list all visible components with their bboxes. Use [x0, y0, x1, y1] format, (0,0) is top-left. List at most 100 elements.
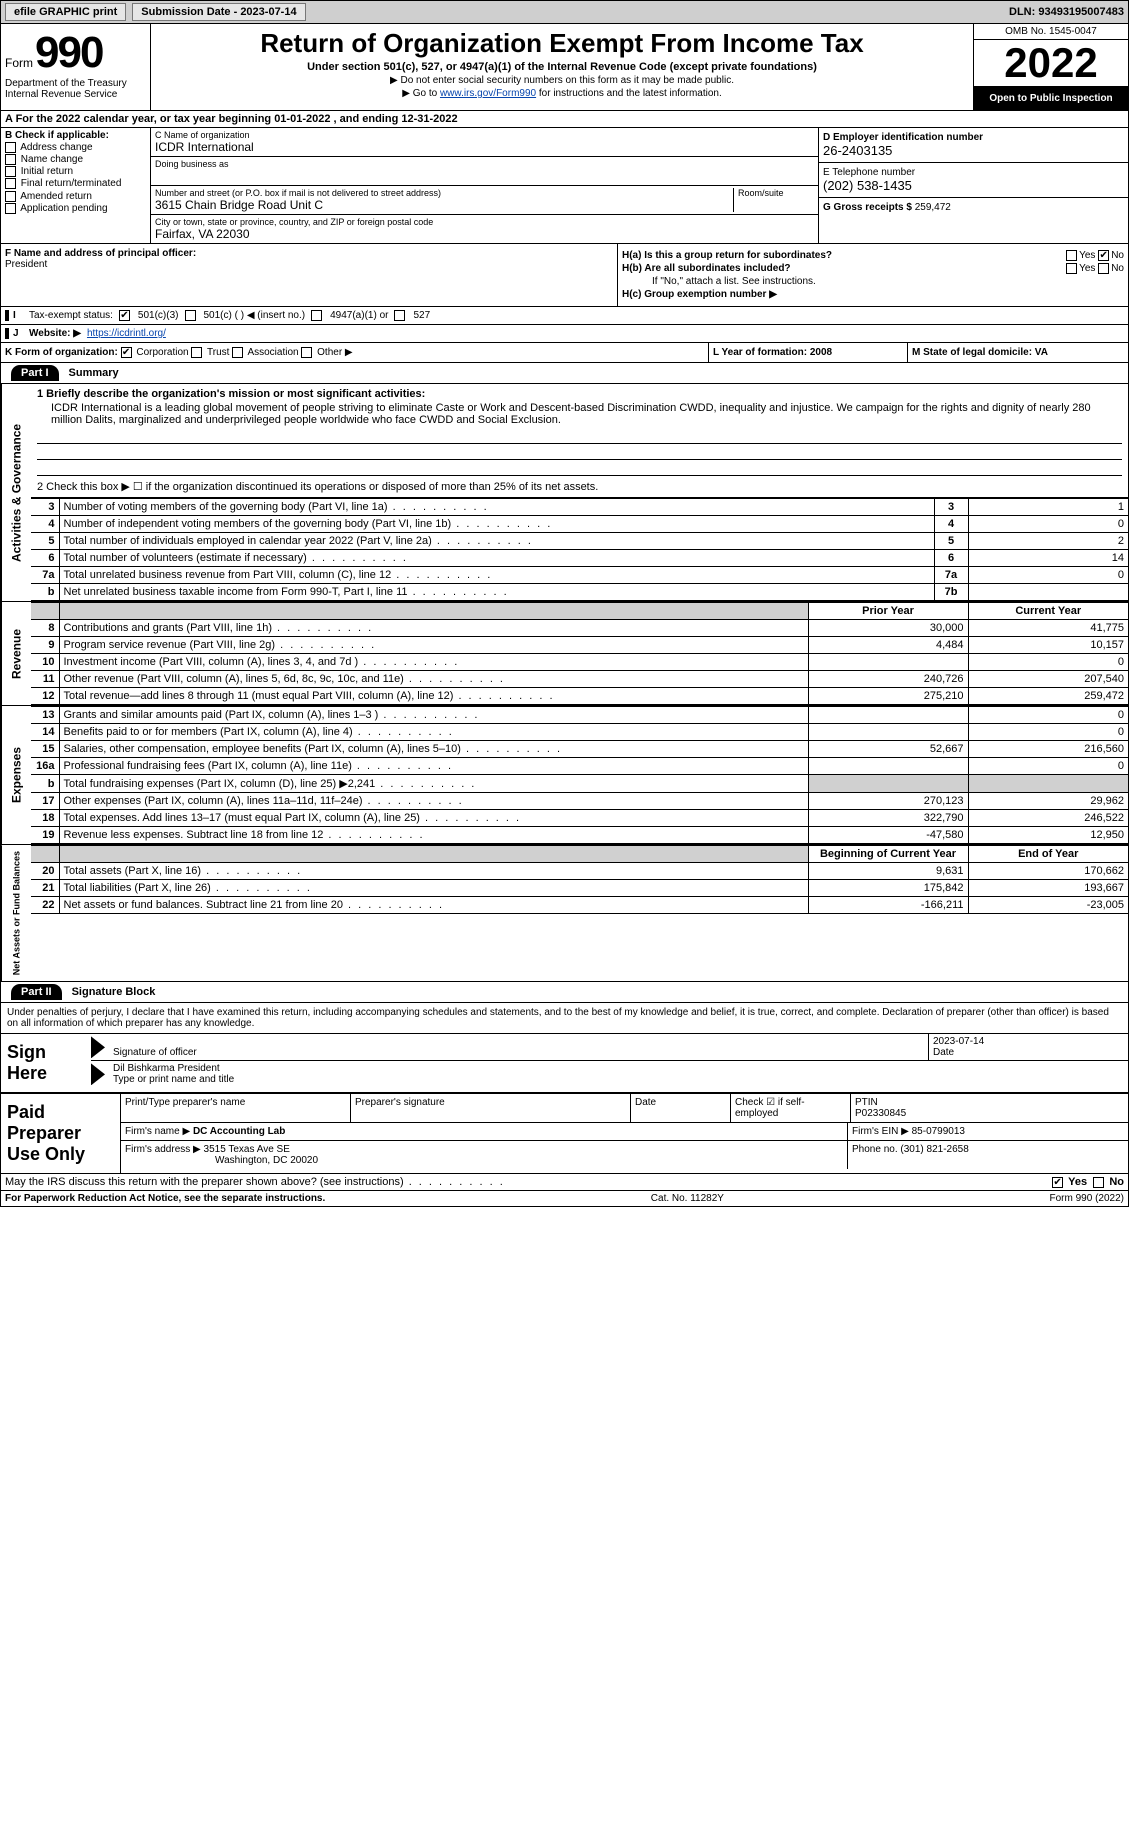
part-1-badge: Part I — [11, 365, 59, 381]
row-k-l-m: K Form of organization: Corporation Trus… — [1, 343, 1128, 363]
row-j-website: J Website: ▶ https://icdrintl.org/ — [1, 325, 1128, 343]
officer-name-label: Type or print name and title — [113, 1074, 1124, 1085]
expenses-section: Expenses 13Grants and similar amounts pa… — [1, 706, 1128, 845]
h1a-no[interactable] — [1098, 250, 1109, 261]
section-c: C Name of organization ICDR Internationa… — [151, 128, 818, 243]
e-label: E Telephone number — [823, 167, 915, 178]
room-label: Room/suite — [738, 188, 814, 198]
row-a-tax-year: A For the 2022 calendar year, or tax yea… — [1, 111, 1128, 128]
form-word: Form — [5, 56, 33, 70]
vlabel-revenue: Revenue — [1, 602, 31, 705]
section-d-g: D Employer identification number 26-2403… — [818, 128, 1128, 243]
cb-4947[interactable] — [311, 310, 322, 321]
activities-governance-section: Activities & Governance 1 Briefly descri… — [1, 384, 1128, 602]
table-header-row: Prior YearCurrent Year — [31, 603, 1128, 620]
section-b: B Check if applicable: Address change Na… — [1, 128, 151, 243]
cb-address-change[interactable]: Address change — [5, 142, 146, 153]
summary-mission: 1 Briefly describe the organization's mi… — [31, 384, 1128, 498]
h1a-yes[interactable] — [1066, 250, 1077, 261]
net-assets-section: Net Assets or Fund Balances Beginning of… — [1, 845, 1128, 982]
section-b-to-g: B Check if applicable: Address change Na… — [1, 128, 1128, 244]
header-left: Form 990 Department of the Treasury Inte… — [1, 24, 151, 110]
ein-value: 26-2403135 — [823, 143, 892, 158]
paid-preparer-block: Paid Preparer Use Only Print/Type prepar… — [1, 1093, 1128, 1174]
opt-501c3: 501(c)(3) — [138, 310, 179, 321]
prep-date-hdr: Date — [631, 1094, 731, 1122]
prep-self-emp: Check ☑ if self-employed — [731, 1094, 851, 1122]
opt-other: Other ▶ — [317, 347, 352, 358]
website-link[interactable]: https://icdrintl.org/ — [87, 328, 166, 339]
cb-assoc[interactable] — [232, 347, 243, 358]
table-row: 22Net assets or fund balances. Subtract … — [31, 897, 1128, 914]
form-header: Form 990 Department of the Treasury Inte… — [1, 24, 1128, 111]
firm-ein: 85-0799013 — [912, 1126, 965, 1137]
cb-527[interactable] — [394, 310, 405, 321]
h1b-yes[interactable] — [1066, 263, 1077, 274]
f-label: F Name and address of principal officer: — [5, 248, 196, 259]
table-row: 5Total number of individuals employed in… — [31, 533, 1128, 550]
arrow-icon — [91, 1063, 105, 1085]
h1b-label: H(b) Are all subordinates included? — [622, 263, 791, 274]
sig-date-label: Date — [933, 1047, 1124, 1058]
goto-pre: ▶ Go to — [402, 88, 440, 99]
addr-label: Number and street (or P.O. box if mail i… — [155, 188, 733, 198]
firm-phone-label: Phone no. — [852, 1144, 898, 1155]
cb-name-change[interactable]: Name change — [5, 154, 146, 165]
tax-status-label: Tax-exempt status: — [29, 310, 113, 321]
table-row: 19Revenue less expenses. Subtract line 1… — [31, 827, 1128, 844]
discuss-yes[interactable] — [1052, 1177, 1063, 1188]
discuss-question: May the IRS discuss this return with the… — [5, 1176, 505, 1188]
firm-addr1: 3515 Texas Ave SE — [204, 1144, 290, 1155]
cb-application-pending[interactable]: Application pending — [5, 203, 146, 214]
row-i-tax-status: I Tax-exempt status: 501(c)(3) 501(c) ( … — [1, 307, 1128, 325]
table-row: 16aProfessional fundraising fees (Part I… — [31, 758, 1128, 775]
cb-corp[interactable] — [121, 347, 132, 358]
firm-phone: (301) 821-2658 — [900, 1144, 968, 1155]
table-row: 7aTotal unrelated business revenue from … — [31, 567, 1128, 584]
cb-501c3[interactable] — [119, 310, 130, 321]
g-label: G Gross receipts $ — [823, 202, 912, 213]
vlabel-expenses: Expenses — [1, 706, 31, 844]
irs-link[interactable]: www.irs.gov/Form990 — [440, 88, 536, 99]
sign-here-label: Sign Here — [1, 1034, 91, 1092]
h-note: If "No," attach a list. See instructions… — [622, 276, 1124, 287]
firm-addr2: Washington, DC 20020 — [125, 1155, 318, 1166]
firm-addr-label: Firm's address ▶ — [125, 1144, 201, 1155]
l-year-formation: L Year of formation: 2008 — [708, 343, 908, 362]
cb-501c[interactable] — [185, 310, 196, 321]
submission-date: Submission Date - 2023-07-14 — [132, 3, 305, 21]
opt-assoc: Association — [247, 347, 298, 358]
header-right: OMB No. 1545-0047 2022 Open to Public In… — [973, 24, 1128, 110]
firm-name-label: Firm's name ▶ — [125, 1126, 190, 1137]
cat-no: Cat. No. 11282Y — [651, 1193, 724, 1204]
dept-treasury: Department of the Treasury — [5, 78, 146, 89]
form-footer: Form 990 (2022) — [1050, 1193, 1124, 1204]
discuss-no[interactable] — [1093, 1177, 1104, 1188]
table-row: bTotal fundraising expenses (Part IX, co… — [31, 775, 1128, 793]
topbar: efile GRAPHIC print Submission Date - 20… — [0, 0, 1129, 24]
cb-amended[interactable]: Amended return — [5, 191, 146, 202]
part-2-badge: Part II — [11, 984, 62, 1000]
expenses-table: 13Grants and similar amounts paid (Part … — [31, 706, 1128, 844]
city-label: City or town, state or province, country… — [155, 217, 814, 227]
prep-sig-hdr: Preparer's signature — [351, 1094, 631, 1122]
dept-irs: Internal Revenue Service — [5, 89, 146, 100]
header-mid: Return of Organization Exempt From Incom… — [151, 24, 973, 110]
form-page: Form 990 Department of the Treasury Inte… — [0, 24, 1129, 1207]
d-label: D Employer identification number — [823, 132, 983, 143]
paid-preparer-label: Paid Preparer Use Only — [1, 1094, 121, 1173]
table-row: bNet unrelated business taxable income f… — [31, 584, 1128, 601]
table-row: 20Total assets (Part X, line 16)9,631170… — [31, 863, 1128, 880]
table-row: 12Total revenue—add lines 8 through 11 (… — [31, 688, 1128, 705]
cb-initial-return[interactable]: Initial return — [5, 166, 146, 177]
governance-table: 3Number of voting members of the governi… — [31, 498, 1128, 601]
table-row: 13Grants and similar amounts paid (Part … — [31, 707, 1128, 724]
cb-other[interactable] — [301, 347, 312, 358]
h1b-no[interactable] — [1098, 263, 1109, 274]
dln: DLN: 93493195007483 — [1009, 6, 1124, 18]
table-row: 11Other revenue (Part VIII, column (A), … — [31, 671, 1128, 688]
cb-final-return[interactable]: Final return/terminated — [5, 178, 146, 189]
discuss-row: May the IRS discuss this return with the… — [1, 1174, 1128, 1191]
gross-receipts: 259,472 — [915, 202, 951, 213]
cb-trust[interactable] — [191, 347, 202, 358]
